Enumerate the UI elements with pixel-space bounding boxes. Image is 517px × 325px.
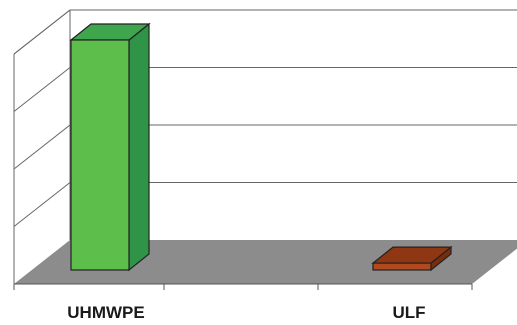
bar-side-face	[128, 22, 150, 272]
bar-uhmwpe	[69, 22, 151, 272]
bar-front-face	[372, 262, 432, 271]
bar-front-face	[70, 39, 130, 271]
side-gridline	[13, 67, 71, 112]
side-wall-top	[13, 9, 71, 55]
category-label-ulf: ULF	[392, 303, 425, 322]
category-label-uhmwpe: UHMWPE	[67, 303, 144, 322]
bar-ulf	[371, 245, 453, 272]
side-gridline	[13, 124, 71, 170]
side-gridline	[13, 182, 71, 227]
